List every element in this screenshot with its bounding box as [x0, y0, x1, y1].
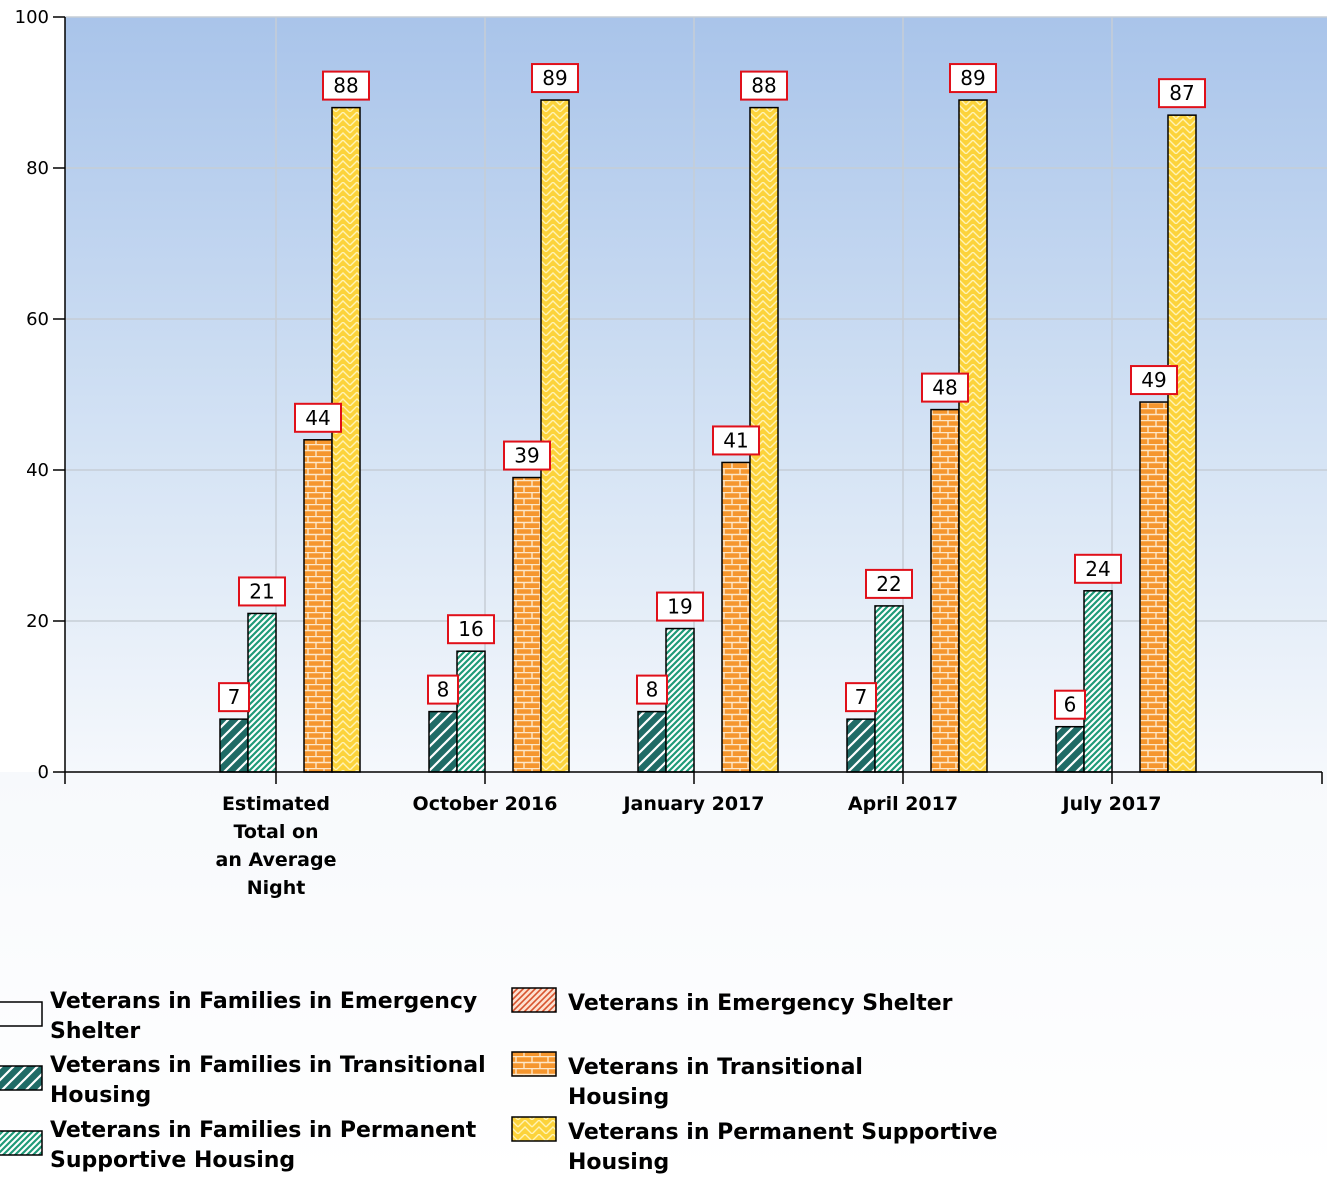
legend-label: Veterans in Transitional Housing [568, 1055, 863, 1110]
axes: 0 20 40 60 80 100 Estimated Total on an Average N… [15, 7, 1323, 899]
data-label-box [531, 63, 579, 94]
data-label: 22 [876, 572, 901, 596]
chart-below-background [0, 772, 1327, 1175]
data-label: 19 [667, 595, 692, 619]
bar [1083, 590, 1113, 773]
data-label-box [447, 614, 495, 645]
bar [665, 627, 695, 773]
data-label-box [322, 70, 370, 101]
data-label-box [865, 568, 913, 599]
bar [219, 718, 249, 773]
data-label: 88 [751, 74, 776, 98]
y-tick-label: 80 [26, 158, 49, 179]
bar [958, 99, 988, 773]
legend-label: Veterans in Permanent Supportive Housing [568, 1120, 998, 1175]
bar [1055, 725, 1085, 773]
data-label: 24 [1085, 557, 1110, 581]
data-label: 7 [855, 685, 868, 709]
bar [846, 718, 876, 773]
legend-swatch [0, 1001, 43, 1027]
bar [303, 439, 333, 773]
bar [512, 476, 542, 773]
bar [637, 710, 667, 773]
bar [874, 605, 904, 773]
data-label-box [503, 440, 551, 471]
y-tick-label: 40 [26, 460, 49, 481]
bars [219, 99, 1197, 773]
data-label-box [949, 63, 997, 94]
data-label-box [427, 674, 459, 705]
legend-swatch [511, 987, 557, 1013]
data-label: 7 [228, 685, 241, 709]
data-label: 87 [1169, 81, 1194, 105]
bar [331, 106, 361, 773]
data-label: 89 [960, 66, 985, 90]
data-label-box [1158, 78, 1206, 109]
data-label: 6 [1064, 693, 1077, 717]
bar [930, 408, 960, 773]
bar [721, 461, 751, 773]
data-label: 8 [646, 678, 659, 702]
bar [1167, 114, 1197, 773]
data-label-box [656, 591, 704, 622]
data-label-box [218, 682, 250, 713]
data-label-box [1074, 553, 1122, 584]
data-label: 48 [932, 376, 957, 400]
category-label: October 2016 [413, 793, 558, 815]
category-label: April 2017 [848, 793, 958, 815]
data-label: 41 [723, 428, 748, 452]
legend-label: Veterans in Families in Permanent Support… [50, 1118, 477, 1173]
legend-swatch [0, 1065, 43, 1091]
data-label: 39 [514, 444, 539, 468]
data-label-box [1130, 365, 1178, 396]
bar [456, 650, 486, 773]
data-label: 21 [249, 579, 274, 603]
y-tick-label: 60 [26, 309, 49, 330]
y-tick-label: 20 [26, 611, 49, 632]
bar [428, 710, 458, 773]
legend-label: Veterans in Emergency Shelter [568, 991, 953, 1016]
data-label-box [740, 70, 788, 101]
bar [247, 612, 277, 773]
data-label-box [636, 674, 668, 705]
legend: Veterans in Families in Emergency Shelter… [0, 987, 998, 1175]
data-label-box [1054, 689, 1086, 720]
data-label: 8 [437, 678, 450, 702]
legend-label: Veterans in Families in Transitional Hous… [50, 1053, 486, 1108]
data-label: 49 [1141, 368, 1166, 392]
category-label: January 2017 [621, 793, 764, 815]
data-label: 16 [458, 617, 483, 641]
legend-swatch [511, 1116, 557, 1142]
legend-swatch [511, 1051, 557, 1077]
data-label-box [845, 682, 877, 713]
legend-label: Veterans in Families in Emergency Shelter [50, 989, 477, 1044]
bar [1139, 401, 1169, 773]
y-tick-label: 100 [15, 7, 49, 28]
legend-swatch [0, 1130, 43, 1156]
data-label: 88 [333, 74, 358, 98]
data-label-box [921, 372, 969, 403]
category-label: Estimated Total on an Average Night [216, 793, 337, 899]
y-tick-label: 0 [38, 762, 49, 783]
data-label: 89 [542, 66, 567, 90]
data-label-box [238, 576, 286, 607]
category-label: July 2017 [1061, 793, 1162, 815]
data-label-box [294, 402, 342, 433]
data-label: 44 [305, 406, 330, 430]
data-label-box [712, 425, 760, 456]
bar [540, 99, 570, 773]
